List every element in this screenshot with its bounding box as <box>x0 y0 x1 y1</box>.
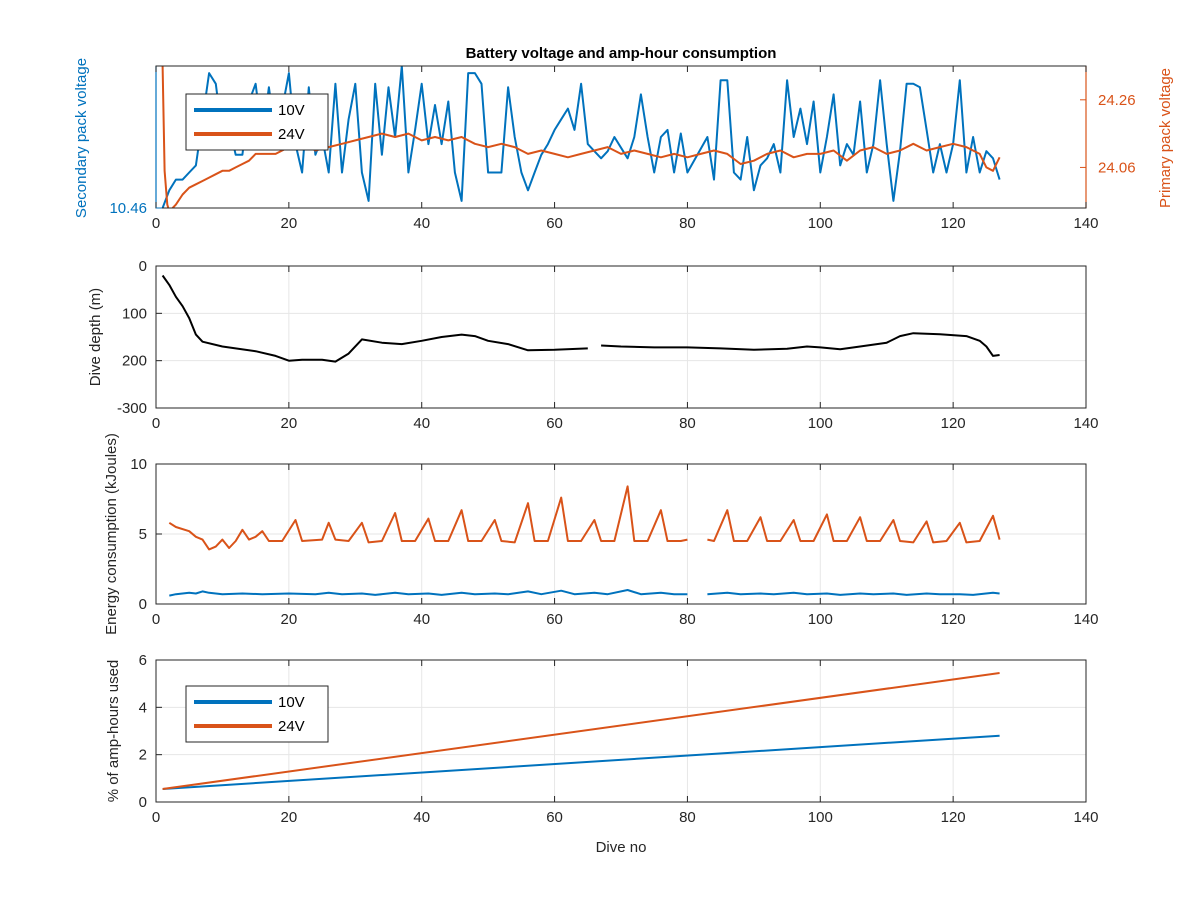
x-tick-label: 100 <box>808 809 833 826</box>
x-tick-label: 20 <box>281 415 298 432</box>
y-axis-label: % of amp-hours used <box>105 660 122 803</box>
figure-title: Battery voltage and amp-hour consumption <box>466 45 777 62</box>
series-1-line-2 <box>601 332 1000 357</box>
legend-label-24V: 24V <box>278 718 305 735</box>
y-tick-label: 200 <box>122 353 147 370</box>
x-tick-label: 40 <box>413 611 430 628</box>
legend-label-24V: 24V <box>278 126 305 143</box>
subplots: 0 20 40 60 80 100 120 14010.4624.0624.26Seconda… <box>73 58 1174 856</box>
y-tick-label-right: 24.26 <box>1098 92 1136 109</box>
y-tick-label: 6 <box>139 652 147 669</box>
x-tick-label: 140 <box>1073 415 1098 432</box>
x-tick-label: 0 <box>152 415 160 432</box>
y-axis-label-right: Primary pack voltage <box>1157 68 1174 208</box>
series-24V-line <box>161 66 1001 208</box>
series-1-line-1 <box>168 485 688 551</box>
series-10V-line <box>162 734 1000 790</box>
series-group <box>161 66 1001 208</box>
x-tick-label: 80 <box>679 611 696 628</box>
x-tick-label: 60 <box>546 215 563 232</box>
x-tick-label: 80 <box>679 415 696 432</box>
x-tick-label: 60 <box>546 809 563 826</box>
x-tick-label: 0 <box>152 215 160 232</box>
x-tick-label: 100 <box>808 215 833 232</box>
x-axis-label: Dive no <box>596 839 647 856</box>
y-axis-label: Dive depth (m) <box>87 288 104 386</box>
x-tick-label: 120 <box>941 611 966 628</box>
series-group <box>162 672 1000 790</box>
x-tick-label: 100 <box>808 611 833 628</box>
x-tick-label: 40 <box>413 215 430 232</box>
subplot-4: 0 20 40 60 80 100 120 140 0 2 4 6 % of amp-hours use… <box>105 652 1099 856</box>
y-axis-label: Secondary pack voltage <box>73 58 90 218</box>
x-tick-label: 40 <box>413 809 430 826</box>
x-tick-label: 60 <box>546 611 563 628</box>
legend-box <box>185 685 329 743</box>
y-tick-label: 5 <box>139 526 147 543</box>
series-2-line-2 <box>707 591 1000 596</box>
x-tick-label: 20 <box>281 809 298 826</box>
x-tick-label: 20 <box>281 611 298 628</box>
y-tick-label: 2 <box>139 747 147 764</box>
y-tick-label: 10 <box>130 456 147 473</box>
x-tick-label: 140 <box>1073 809 1098 826</box>
x-tick-label: 120 <box>941 415 966 432</box>
y-tick-label: 0 <box>139 258 147 275</box>
plot-area <box>156 266 1086 408</box>
subplot-3: 0 20 40 60 80 100 120 140 0 5 10 Energy consumption… <box>103 433 1099 635</box>
y-tick-label: 0 <box>139 794 147 811</box>
x-tick-label: 20 <box>281 215 298 232</box>
y-tick-label: 4 <box>139 699 147 716</box>
x-tick-label: 120 <box>941 809 966 826</box>
axes: 0 20 40 60 80 100 120 140 0 2 4 6 <box>139 652 1099 826</box>
series-10V-line <box>161 66 1001 208</box>
y-tick-label: 100 <box>122 305 147 322</box>
x-tick-label: 140 <box>1073 611 1098 628</box>
series-24V-line <box>162 672 1000 790</box>
series-2-line-1 <box>169 589 688 597</box>
subplot-2: 0 20 40 60 80 100 120 140 0 100 200 -300 Dive depth … <box>87 258 1099 432</box>
axes: 0 20 40 60 80 100 120 140 0 100 200 -300 <box>117 258 1099 432</box>
y-axis-label: Energy consumption (kJoules) <box>103 433 120 635</box>
x-tick-label: 120 <box>941 215 966 232</box>
y-tick-label-right: 24.06 <box>1098 159 1136 176</box>
x-tick-label: 100 <box>808 415 833 432</box>
y-tick-label: 10.46 <box>109 200 147 217</box>
x-tick-label: 80 <box>679 215 696 232</box>
x-tick-label: 80 <box>679 809 696 826</box>
legend-box <box>185 93 329 151</box>
series-group <box>161 274 1000 363</box>
axes-frame <box>155 265 1087 409</box>
series-1-line-1 <box>161 274 588 363</box>
x-tick-label: 40 <box>413 415 430 432</box>
y-tick-label: 0 <box>139 596 147 613</box>
x-tick-label: 60 <box>546 415 563 432</box>
legend-label-10V: 10V <box>278 694 305 711</box>
series-1-line-2 <box>707 509 1001 544</box>
x-tick-label: 140 <box>1073 215 1098 232</box>
axes-frame <box>155 659 1087 803</box>
x-tick-label: 0 <box>152 809 160 826</box>
x-tick-label: 0 <box>152 611 160 628</box>
axes: 0 20 40 60 80 100 120 140 0 5 10 <box>130 456 1098 628</box>
axes: 0 20 40 60 80 100 120 140 10.46 24.06 24.26 <box>109 65 1136 232</box>
series-group <box>168 485 1001 597</box>
legend-label-10V: 10V <box>278 102 305 119</box>
subplot-1: 0 20 40 60 80 100 120 140 10.46 24.06 24.26 Seconda… <box>73 58 1174 232</box>
y-tick-label: -300 <box>117 400 147 417</box>
